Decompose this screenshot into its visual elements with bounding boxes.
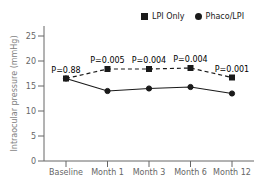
svg-text:P=0.004: P=0.004	[173, 55, 207, 64]
svg-text:Month 12: Month 12	[213, 168, 251, 177]
svg-text:0: 0	[31, 157, 36, 166]
svg-text:10: 10	[26, 107, 36, 116]
svg-text:25: 25	[26, 32, 36, 41]
html-text:Phaco/LPI: Phaco/LPI	[205, 12, 244, 21]
svg-text:P=0.88: P=0.88	[51, 66, 80, 75]
svg-text:5: 5	[31, 132, 36, 141]
svg-text:Baseline: Baseline	[49, 168, 83, 177]
svg-text:P=0.005: P=0.005	[90, 56, 124, 65]
svg-text:Month 1: Month 1	[91, 168, 124, 177]
svg-text:P=0.001: P=0.001	[215, 65, 249, 74]
svg-text:Month 3: Month 3	[133, 168, 166, 177]
svg-text:Intraocular pressure (mmHg): Intraocular pressure (mmHg)	[10, 35, 19, 151]
svg-text:20: 20	[26, 57, 36, 66]
svg-text:P=0.004: P=0.004	[132, 56, 166, 65]
svg-text:15: 15	[26, 82, 36, 91]
html-text:LPI Only: LPI Only	[152, 12, 185, 21]
svg-text:Month 6: Month 6	[174, 168, 207, 177]
